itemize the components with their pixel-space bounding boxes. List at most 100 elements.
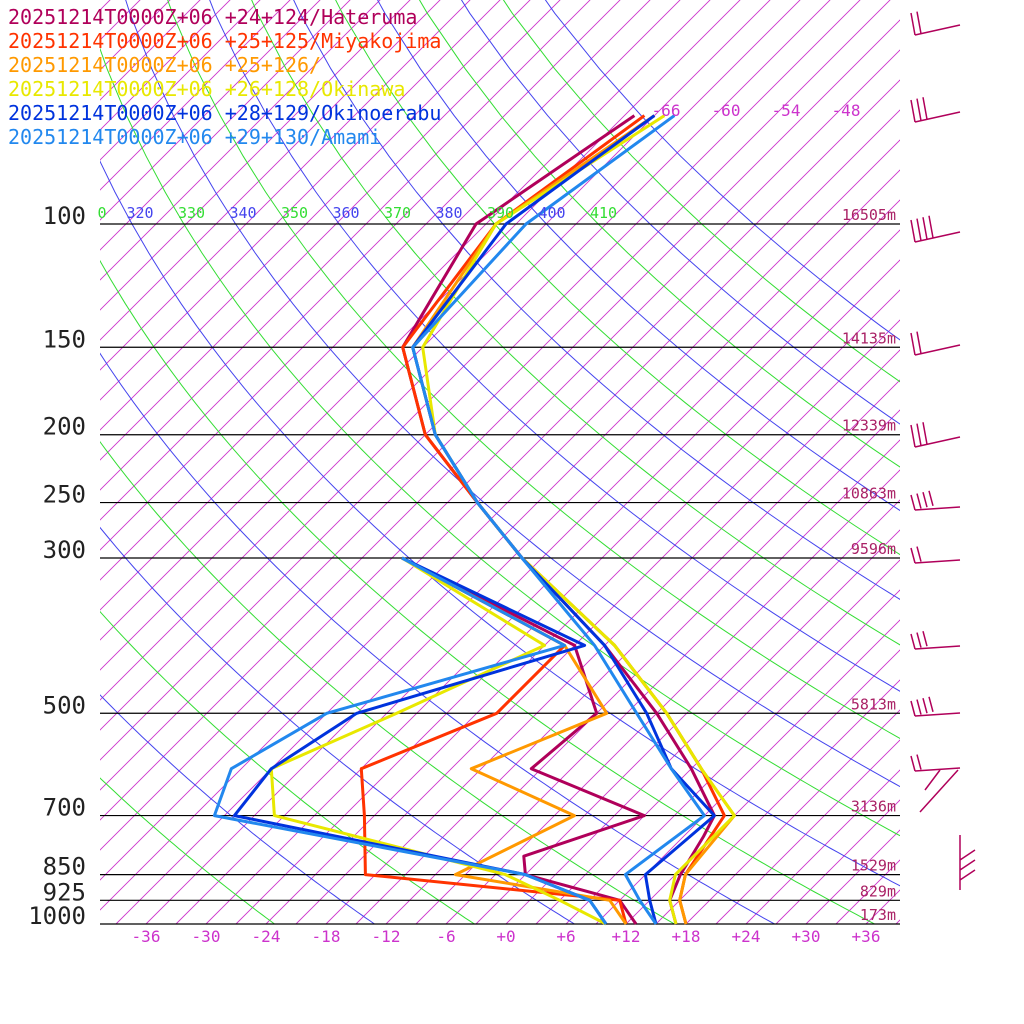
dewpoint-trace <box>401 556 646 925</box>
sounding-series <box>212 114 736 926</box>
isotherm-line <box>895 919 900 924</box>
isotherm-line <box>100 0 261 161</box>
theta-line <box>125 0 900 788</box>
upper-temperature-label: -66 <box>652 101 681 120</box>
isotherm-line <box>100 0 771 671</box>
height-label: 1529m <box>851 857 896 875</box>
pressure-label: 850 <box>43 853 86 881</box>
isotherm-line <box>235 259 900 924</box>
pressure-label: 925 <box>43 878 86 906</box>
height-label: 829m <box>860 882 896 900</box>
wind-barb <box>914 506 961 511</box>
isotherm-line <box>715 739 900 924</box>
height-label: 5813m <box>851 695 896 713</box>
theta-line <box>100 610 476 924</box>
isotherm-line <box>0 0 6 924</box>
height-label: 3136m <box>851 798 896 816</box>
theta-line <box>100 694 376 924</box>
theta-line <box>209 0 900 692</box>
legend-entry: 20251214T0000Z+06 +24+124/Hateruma <box>8 5 417 29</box>
wind-barb <box>919 769 976 890</box>
wind-barb <box>914 24 961 36</box>
isotherm-line <box>926 0 1024 924</box>
isotherm-line <box>100 0 231 131</box>
isotherm-line <box>805 829 900 924</box>
theta-label: 320 <box>126 204 153 222</box>
wind-barb-flag <box>928 696 934 712</box>
isotherm-line <box>100 0 801 701</box>
isotherm-line <box>325 349 900 924</box>
temperature-tick-label: -6 <box>436 927 455 946</box>
theta-label: 330 <box>178 204 205 222</box>
theta-label: 400 <box>538 204 565 222</box>
isotherm-line <box>100 79 900 881</box>
wind-barb <box>914 231 961 243</box>
isotherm-line <box>100 0 411 311</box>
wind-barb-flag <box>922 492 928 508</box>
legend-entry: 20251214T0000Z+06 +25+125/Miyakojima <box>8 29 441 53</box>
isotherm-line <box>100 0 891 791</box>
isotherm-line <box>100 0 861 761</box>
isotherm-line <box>775 799 900 924</box>
height-label: 10863m <box>842 485 896 503</box>
temperature-tick-label: -18 <box>312 927 341 946</box>
isotherm-line <box>100 0 561 461</box>
isotherm-line <box>100 0 441 341</box>
temperature-tick-label: -24 <box>252 927 281 946</box>
wind-barb <box>914 645 961 650</box>
wind-barb-flag <box>916 754 922 770</box>
upper-temperature-label: -60 <box>712 101 741 120</box>
temperature-tick-label: -12 <box>372 927 401 946</box>
isotherm-line <box>100 19 900 821</box>
wind-barb-flag <box>910 99 916 123</box>
theta-line <box>293 0 900 600</box>
isotherm-line <box>100 0 471 371</box>
isotherm-line <box>145 169 900 924</box>
wind-barb-flag <box>916 331 922 354</box>
isotherm-line <box>625 649 900 924</box>
wind-barb <box>914 344 961 356</box>
isotherm-line <box>100 0 501 401</box>
legend-entry: 20251214T0000Z+06 +29+130/Amami <box>8 125 381 149</box>
pressure-label: 500 <box>43 691 86 719</box>
wind-barb <box>914 559 961 564</box>
theta-label: 370 <box>384 204 411 222</box>
wind-barb-flag <box>916 632 922 648</box>
legend-entry: 20251214T0000Z+06 +25+126/ <box>8 53 321 77</box>
legend-entry: 20251214T0000Z+06 +28+129/Okinoerabu <box>8 101 441 125</box>
wind-barb-flag <box>922 631 928 647</box>
pressure-label: 1000 <box>28 902 86 930</box>
wind-barb-flag <box>910 633 916 650</box>
wind-barb-flag <box>910 332 916 356</box>
isotherm-line <box>1016 0 1024 924</box>
wind-barb <box>914 111 961 123</box>
isotherm-line <box>535 559 900 924</box>
isotherm-line <box>100 0 291 191</box>
axis-labels: 100 16505m 150 14135m 200 12339m 250 10863m 300 9… <box>28 101 896 946</box>
theta-label: 360 <box>332 204 359 222</box>
isobars <box>100 223 900 925</box>
theta-line <box>502 0 900 383</box>
theta-line <box>167 0 900 740</box>
pressure-label: 200 <box>43 413 86 441</box>
wind-barb-flag <box>922 698 928 714</box>
theta-label: 410 <box>590 204 617 222</box>
pressure-label: 100 <box>43 202 86 230</box>
isotherm-line <box>100 0 741 641</box>
temperature-tick-label: -36 <box>132 927 161 946</box>
wind-barb-flag <box>922 217 928 240</box>
wind-barb-flag <box>910 547 916 564</box>
legend-entry: 20251214T0000Z+06 +26+128/Okinawa <box>8 77 405 101</box>
wind-barb-flag <box>910 700 916 717</box>
wind-barb-flag <box>910 424 916 448</box>
isotherm-line <box>115 139 900 924</box>
wind-barb-flag <box>910 755 916 772</box>
dewpoint-trace <box>212 556 608 925</box>
theta-line <box>251 0 900 646</box>
dewpoint-trace <box>401 556 628 925</box>
temperature-tick-label: +12 <box>612 927 641 946</box>
theta-line <box>418 0 900 468</box>
isotherm-line <box>685 709 900 924</box>
isotherm-line <box>355 379 900 924</box>
